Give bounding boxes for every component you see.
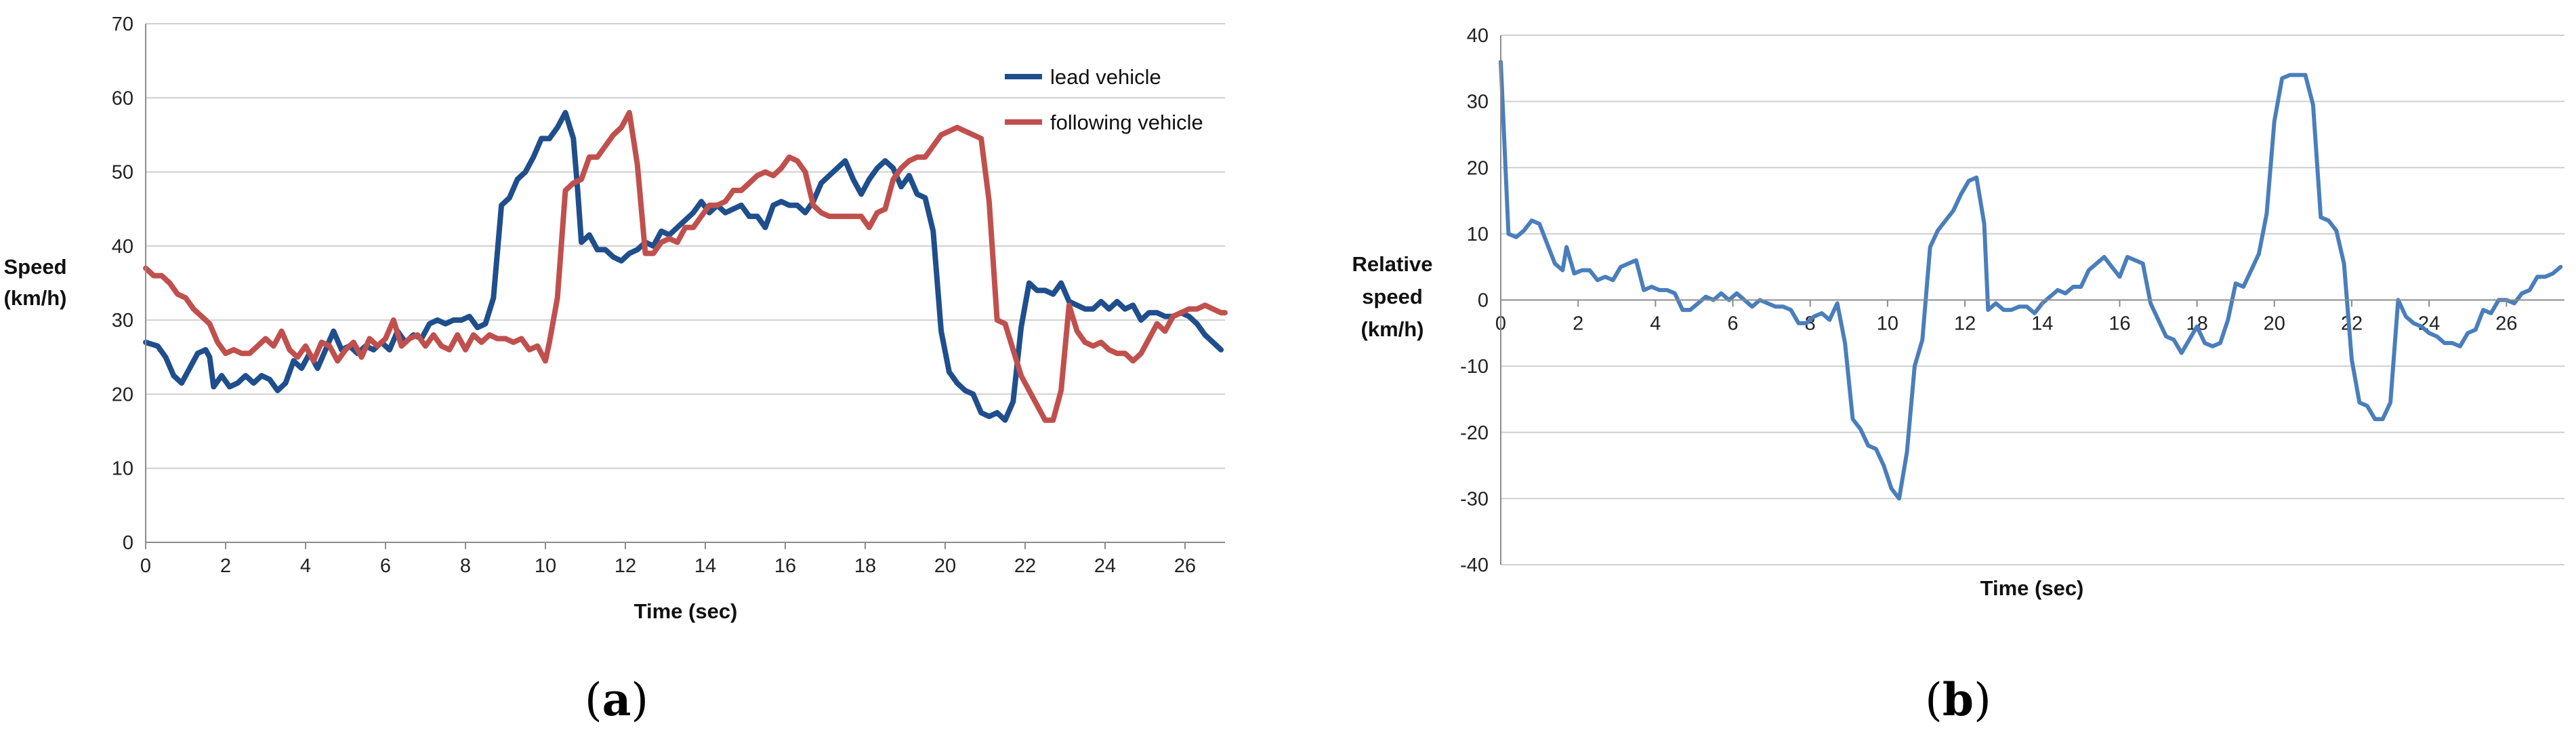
- xtick-label: 20: [2264, 313, 2285, 335]
- chart-a-series-lines: [143, 110, 1228, 423]
- ytick-label: 20: [1467, 157, 1489, 179]
- ytick-label: 70: [112, 14, 133, 35]
- ytick-label: 10: [112, 458, 133, 480]
- chart-a-xlabel: Time (sec): [634, 599, 738, 623]
- xtick-label: 22: [2341, 313, 2363, 335]
- ytick-label: 60: [112, 87, 133, 109]
- chart-a-axes: [145, 24, 1225, 549]
- ytick-label: 30: [1467, 92, 1489, 113]
- chart-b-axes: [1500, 35, 2564, 565]
- ytick-label: -30: [1460, 488, 1489, 510]
- xtick-label: 14: [694, 555, 716, 577]
- xtick-label: 16: [774, 555, 796, 577]
- xtick-label: 16: [2108, 313, 2130, 335]
- xtick-label: 8: [460, 555, 471, 577]
- xtick-label: 2: [1573, 313, 1583, 335]
- ytick-label: 0: [123, 532, 133, 554]
- panel-label-a: (a): [585, 673, 648, 726]
- xtick-label: 12: [1954, 313, 1976, 335]
- ytick-label: -40: [1460, 555, 1489, 576]
- xtick-label: 10: [535, 555, 556, 577]
- ytick-label: 20: [112, 384, 133, 405]
- ytick-label: 0: [1478, 290, 1489, 312]
- series-line-following-vehicle: [143, 110, 1228, 423]
- xtick-label: 20: [934, 555, 956, 577]
- xtick-label: 6: [380, 555, 391, 577]
- xtick-label: 2: [220, 555, 231, 577]
- chart-a-legend: lead vehicle following vehicle: [1005, 65, 1203, 134]
- ytick-label: -20: [1460, 422, 1489, 444]
- xtick-label: 4: [300, 555, 311, 577]
- legend-label-following-vehicle: following vehicle: [1050, 111, 1203, 134]
- chart-a-ylabel-line1: Speed: [3, 255, 66, 279]
- series-line-lead-vehicle: [143, 110, 1224, 423]
- xtick-label: 26: [2495, 313, 2517, 335]
- ytick-label: 40: [112, 236, 133, 258]
- chart-b-series-lines: [1499, 60, 2563, 501]
- chart-b-ylabel-line3: (km/h): [1361, 317, 1424, 341]
- chart-b-ylabel-line1: Relative: [1352, 252, 1433, 276]
- ytick-label: 30: [112, 310, 133, 332]
- xtick-label: 6: [1727, 313, 1738, 335]
- ytick-label: 40: [1467, 25, 1489, 47]
- panel-label-b: (b): [1925, 673, 1991, 726]
- xtick-label: 12: [615, 555, 636, 577]
- legend-label-lead-vehicle: lead vehicle: [1050, 65, 1161, 89]
- xtick-label: 26: [1174, 555, 1196, 577]
- chart-b-ylabel-line2: speed: [1362, 285, 1423, 308]
- ytick-label: 10: [1467, 224, 1489, 245]
- chart-a-ylabel-line2: (km/h): [4, 286, 67, 310]
- chart-a-gridlines: [146, 23, 1225, 543]
- xtick-label: 14: [2031, 313, 2053, 335]
- xtick-label: 4: [1650, 313, 1661, 335]
- xtick-label: 0: [140, 555, 151, 577]
- series-line-relative-speed: [1499, 60, 2563, 501]
- ytick-label: -10: [1460, 356, 1489, 378]
- chart-b-xlabel: Time (sec): [1980, 576, 2084, 600]
- xtick-label: 18: [854, 555, 876, 577]
- ytick-label: 50: [112, 162, 133, 184]
- xtick-label: 22: [1014, 555, 1036, 577]
- xtick-label: 10: [1877, 313, 1898, 335]
- xtick-label: 24: [1094, 555, 1116, 577]
